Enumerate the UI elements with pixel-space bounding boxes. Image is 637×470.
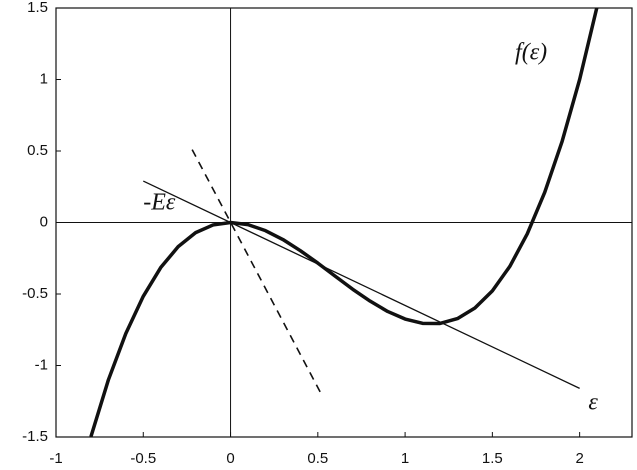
series-line xyxy=(191,149,323,395)
annotation: f(ε) xyxy=(515,39,547,65)
y-tick-label: 1 xyxy=(40,70,48,87)
x-tick-label: -1 xyxy=(49,450,62,467)
y-tick-label: -1.5 xyxy=(22,428,48,445)
x-tick-label: 1.5 xyxy=(482,450,503,467)
series-line xyxy=(142,180,580,389)
annotation: -Eε xyxy=(143,189,176,215)
y-tick-label: -1 xyxy=(35,356,48,373)
x-tick-label: 0 xyxy=(226,450,234,467)
x-tick-label: -0.5 xyxy=(130,450,156,467)
y-tick-label: 0 xyxy=(40,213,48,230)
x-tick-label: 1 xyxy=(401,450,409,467)
y-tick-label: 0.5 xyxy=(27,142,48,159)
y-tick-label: -0.5 xyxy=(22,285,48,302)
y-tick-label: 1.5 xyxy=(27,0,48,16)
x-tick-label: 2 xyxy=(575,450,583,467)
x-tick-label: 0.5 xyxy=(307,450,328,467)
annotation: ε xyxy=(588,390,598,416)
series-line xyxy=(89,8,599,437)
